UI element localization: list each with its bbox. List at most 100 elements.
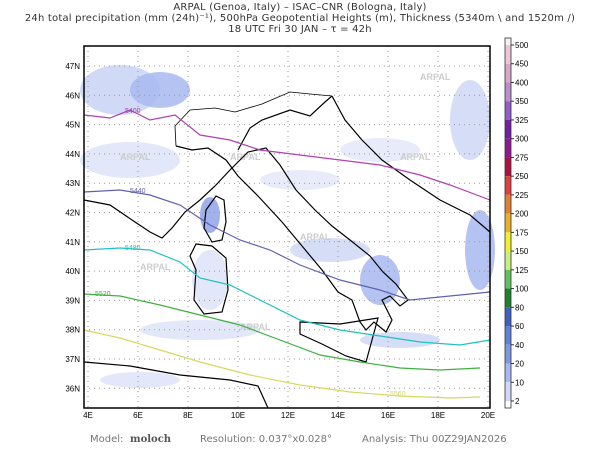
contour-5560 — [83, 329, 481, 399]
coastline-north-adriatic — [237, 95, 333, 151]
lon-tick-label: 16E — [381, 411, 395, 420]
colorbar-label: 40 — [515, 341, 524, 350]
colorbar-segment — [505, 326, 511, 345]
lon-tick-label: 10E — [231, 411, 245, 420]
precip-area — [80, 142, 180, 178]
lon-tick-label: 8E — [183, 411, 193, 420]
colorbar-segment — [505, 382, 511, 401]
colorbar: 500 450 400 350 325 300 275 250 225 200 175 150 125 1… — [504, 37, 529, 409]
arpal-watermark: ARPAL — [420, 72, 451, 82]
lon-tick-label: 4E — [83, 411, 93, 420]
coastline-balkans — [331, 95, 491, 233]
arpal-watermark: ARPAL — [300, 232, 331, 242]
contour-label: 5400 — [125, 108, 141, 115]
precipitation-field — [80, 65, 495, 388]
lat-tick-label: 37N — [65, 355, 80, 364]
lon-tick-label: 20E — [481, 411, 495, 420]
map-frame — [83, 45, 491, 409]
lat-tick-label: 39N — [65, 296, 80, 305]
colorbar-segment — [505, 119, 511, 139]
border-alps — [174, 91, 333, 147]
colorbar-label: 2 — [515, 397, 520, 406]
colorbar-segment — [505, 38, 511, 45]
contour-label: 5480 — [125, 245, 141, 252]
colorbar-label: 150 — [515, 247, 529, 256]
footer: Model: moloch Resolution: 0.037°x0.028° … — [0, 434, 600, 448]
colorbar-label: 80 — [515, 303, 524, 312]
lat-tick-label: 36N — [65, 384, 80, 393]
coastlines — [83, 91, 491, 409]
colorbar-segment — [505, 307, 511, 327]
arpal-watermark: ARPAL — [240, 322, 271, 332]
precip-area — [200, 197, 220, 233]
colorbar-segment — [505, 269, 511, 289]
map-border — [83, 45, 491, 409]
coastline-corsica — [203, 195, 227, 243]
contour-5520 — [83, 293, 481, 371]
colorbar-segment — [505, 363, 511, 383]
contour-label: 5440 — [130, 188, 146, 195]
precip-area — [450, 80, 490, 160]
arpal-watermark: ARPAL — [230, 152, 261, 162]
arpal-watermark: ARPAL — [120, 152, 151, 162]
title-valid-time: 18 UTC Fri 30 JAN – τ = 42h — [228, 24, 372, 35]
colorbar-segment — [505, 138, 511, 158]
lat-tick-label: 43N — [65, 179, 80, 188]
colorbar-segment — [505, 194, 511, 214]
precip-area — [130, 72, 190, 108]
colorbar-segment — [505, 232, 511, 252]
colorbar-segment — [505, 157, 511, 177]
precip-area — [340, 138, 420, 162]
colorbar-label: 60 — [515, 322, 524, 331]
colorbar-label: 125 — [515, 266, 529, 275]
model-label: Model: — [90, 434, 124, 445]
lon-tick-label: 12E — [281, 411, 295, 420]
colorbar-label: 10 — [515, 378, 524, 387]
coastline-africa — [83, 361, 269, 409]
colorbar-segment — [505, 63, 511, 83]
colorbar-label: 20 — [515, 360, 524, 369]
arpal-watermark: ARPAL — [400, 152, 431, 162]
colorbar-label: 350 — [515, 97, 529, 106]
colorbar-label: 300 — [515, 135, 529, 144]
colorbar-segment — [505, 251, 511, 270]
lon-tick-label: 6E — [133, 411, 143, 420]
lat-tick-label: 46N — [65, 91, 80, 100]
colorbar-label: 450 — [515, 60, 529, 69]
contour-label: 5560 — [390, 391, 406, 398]
lon-tick-label: 14E — [331, 411, 345, 420]
graticule: 4E 6E 8E 10E 12E 14E 16E 18E 20E 36N 37N 38N 39N 40N 4… — [65, 46, 495, 420]
lat-tick-label: 41N — [65, 238, 80, 247]
contour-5480 — [83, 247, 491, 346]
coastline-mainland — [83, 145, 409, 333]
colorbar-segment — [505, 101, 511, 120]
colorbar-segment — [505, 45, 511, 64]
title-institutions: ARPAL (Genoa, Italy) – ISAC–CNR (Bologna… — [173, 2, 427, 13]
colorbar-segment — [505, 213, 511, 233]
contour-5440 — [83, 189, 491, 301]
lat-tick-label: 45N — [65, 121, 80, 130]
colorbar-label: 275 — [515, 153, 529, 162]
colorbar-segment — [505, 401, 511, 408]
resolution-text: Resolution: 0.037°x0.028° — [200, 434, 332, 445]
lat-tick-label: 40N — [65, 267, 80, 276]
colorbar-segment — [505, 176, 511, 195]
contour-label: 5520 — [95, 291, 111, 298]
colorbar-label: 175 — [515, 228, 529, 237]
coastline-sicily — [299, 317, 379, 363]
title-fields: 24h total precipitation (mm (24h)⁻¹), 50… — [24, 13, 576, 24]
colorbar-label: 500 — [515, 41, 529, 50]
colorbar-segment — [505, 344, 511, 364]
precip-area — [260, 170, 340, 190]
arpal-watermark: ARPAL — [140, 262, 171, 272]
colorbar-label: 100 — [515, 285, 529, 294]
lat-tick-label: 44N — [65, 150, 80, 159]
colorbar-label: 325 — [515, 116, 529, 125]
colorbar-label: 200 — [515, 210, 529, 219]
lon-tick-label: 18E — [431, 411, 445, 420]
coastline-sardinia — [189, 243, 229, 315]
colorbar-label: 250 — [515, 172, 529, 181]
lat-tick-label: 47N — [65, 62, 80, 71]
colorbar-label: 400 — [515, 78, 529, 87]
